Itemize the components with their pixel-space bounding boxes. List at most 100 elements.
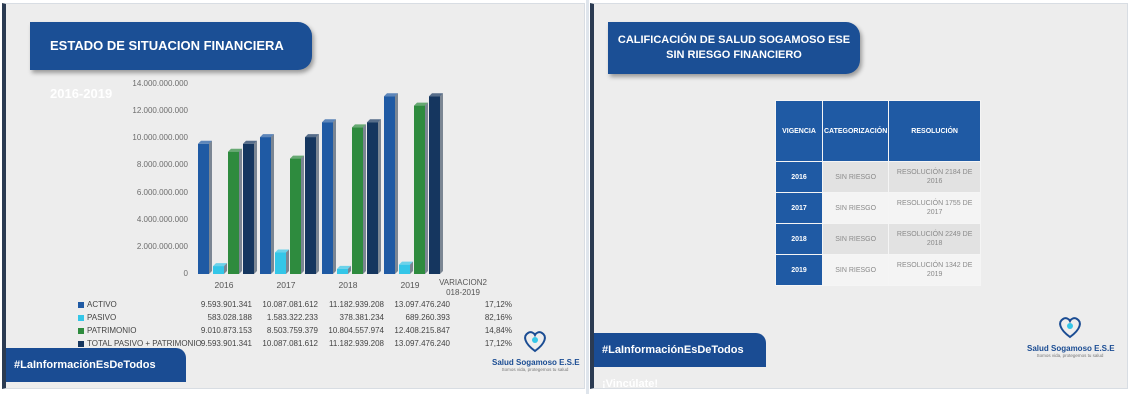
slide-title: ESTADO DE SITUACION FINANCIERA 2016-2019 bbox=[30, 22, 312, 101]
resolution-cell: RESOLUCIÓN 2184 DE 2016 bbox=[888, 161, 981, 193]
heart-logo-icon bbox=[1059, 317, 1081, 339]
bar bbox=[337, 265, 351, 274]
bar-chart bbox=[198, 93, 443, 274]
table-row: 2016 SIN RIESGO RESOLUCIÓN 2184 DE 2016 bbox=[775, 161, 981, 193]
logo-name: Salud Sogamoso E.S.E bbox=[1027, 344, 1115, 353]
value-cell: 10.087.081.612 bbox=[262, 339, 318, 348]
y-tick-label: 14.000.000.000 bbox=[132, 79, 188, 88]
slide-title: CALIFICACIÓN DE SALUD SOGAMOSO ESE SIN R… bbox=[608, 22, 860, 74]
bar-top bbox=[275, 249, 289, 253]
y-tick-label: 8.000.000.000 bbox=[136, 160, 188, 170]
year-cell: 2018 bbox=[775, 223, 823, 255]
bar-top bbox=[213, 263, 227, 267]
value-cell: 9.593.901.341 bbox=[200, 339, 252, 348]
category-cell: SIN RIESGO bbox=[821, 161, 890, 193]
bar bbox=[243, 140, 257, 274]
bar-top bbox=[414, 102, 428, 106]
variation-cell: 82,16% bbox=[484, 313, 512, 322]
legend-label: PASIVO bbox=[87, 313, 117, 322]
bar-side bbox=[348, 265, 351, 274]
bar-pasivo bbox=[213, 266, 224, 274]
bar-activo bbox=[322, 122, 333, 274]
year-cell: 2019 bbox=[775, 254, 823, 286]
bar-total-pasivo-patrimonio bbox=[243, 143, 254, 274]
bar-side bbox=[254, 140, 257, 274]
bar-top bbox=[228, 148, 242, 152]
bar-pasivo bbox=[399, 264, 410, 274]
value-cell: 1.583.322.233 bbox=[266, 313, 318, 322]
table-row: TOTAL PASIVO + PATRIMONIO 9.593.901.341 10… bbox=[78, 339, 518, 351]
value-cell: 13.097.476.240 bbox=[394, 339, 450, 348]
table-row: PATRIMONIO 9.010.873.153 8.503.759.379 10.8… bbox=[78, 326, 518, 338]
bar bbox=[414, 102, 428, 274]
bar-pasivo bbox=[275, 252, 286, 274]
value-cell: 8.503.759.379 bbox=[266, 326, 318, 335]
bar-side bbox=[316, 134, 319, 274]
bar-top bbox=[367, 119, 381, 123]
value-cell: 11.182.939.208 bbox=[328, 300, 384, 309]
x-tick-label: 2017 bbox=[276, 280, 296, 290]
financial-statement-slide: ESTADO DE SITUACION FINANCIERA 2016-2019… bbox=[2, 3, 585, 389]
bar-side bbox=[239, 148, 242, 274]
year-cell: 2017 bbox=[775, 192, 823, 224]
bar-top bbox=[322, 119, 336, 123]
header-vigencia: VIGENCIA bbox=[775, 100, 823, 162]
header-resolucion: RESOLUCIÓN bbox=[888, 100, 981, 162]
variation-cell: 17,12% bbox=[484, 339, 512, 348]
bar-side bbox=[333, 119, 336, 274]
legend-swatch bbox=[78, 302, 84, 308]
bar-side bbox=[209, 140, 212, 274]
y-tick-label: 4.000.000.000 bbox=[136, 214, 188, 224]
legend-swatch bbox=[78, 328, 84, 334]
bar-top bbox=[260, 134, 274, 138]
resolution-cell: RESOLUCIÓN 2249 DE 2018 bbox=[888, 223, 981, 255]
bar-total-pasivo-patrimonio bbox=[305, 137, 316, 274]
x-tick-label: 2016 bbox=[214, 280, 234, 290]
bar-side bbox=[425, 102, 428, 274]
bar-patrimonio bbox=[290, 158, 301, 274]
salud-sogamoso-logo: Salud Sogamoso E.S.E Somos vida, protege… bbox=[492, 329, 580, 372]
bar bbox=[429, 93, 443, 274]
logo-tagline: Somos vida, protegemos tu salud bbox=[501, 367, 569, 372]
bar-side bbox=[224, 263, 227, 274]
bar-activo bbox=[384, 96, 395, 274]
bar-total-pasivo-patrimonio bbox=[367, 122, 378, 274]
resolution-cell: RESOLUCIÓN 1755 DE 2017 bbox=[888, 192, 981, 224]
bar bbox=[198, 140, 212, 274]
bar-side bbox=[363, 124, 366, 274]
table-header-row: VIGENCIA CATEGORIZACIÓN RESOLUCIÓN bbox=[775, 100, 981, 162]
bar bbox=[213, 263, 227, 274]
bar bbox=[367, 119, 381, 274]
bar bbox=[384, 93, 398, 274]
table-row: 2019 SIN RIESGO RESOLUCIÓN 1342 DE 2019 bbox=[775, 254, 981, 286]
bar-top bbox=[399, 261, 413, 265]
bar-side bbox=[301, 155, 304, 274]
logo-tagline: Somos vida, protegemos tu salud bbox=[1036, 353, 1104, 358]
y-tick-label: 0 bbox=[183, 269, 188, 278]
bar-top bbox=[243, 140, 257, 144]
bar bbox=[275, 249, 289, 274]
value-cell: 378.381.234 bbox=[339, 313, 385, 322]
value-cell: 10.804.557.974 bbox=[328, 326, 384, 335]
value-cell: 689.260.393 bbox=[405, 313, 451, 322]
bar-patrimonio bbox=[414, 105, 425, 274]
bar-side bbox=[271, 134, 274, 274]
bar-patrimonio bbox=[228, 151, 239, 274]
bar-side bbox=[395, 93, 398, 274]
hashtag-banner: #LaInformaciónEsDeTodos ¡Vincúlate! bbox=[594, 333, 766, 388]
value-cell: 9.593.901.341 bbox=[200, 300, 252, 309]
value-cell: 583.028.188 bbox=[207, 313, 253, 322]
value-cell: 13.097.476.240 bbox=[394, 300, 450, 309]
logo-name: Salud Sogamoso E.S.E bbox=[492, 358, 580, 367]
bar bbox=[228, 148, 242, 274]
bar-side bbox=[410, 261, 413, 274]
category-cell: SIN RIESGO bbox=[821, 223, 890, 255]
bar-top bbox=[198, 140, 212, 144]
bar-total-pasivo-patrimonio bbox=[429, 96, 440, 274]
value-cell: 9.010.873.153 bbox=[200, 326, 252, 335]
y-tick-label: 2.000.000.000 bbox=[136, 241, 188, 251]
y-tick-label: 6.000.000.000 bbox=[136, 187, 188, 197]
variation-header: VARIACION2 018-2019 bbox=[439, 278, 487, 297]
salud-sogamoso-logo: Salud Sogamoso E.S.E Somos vida, protege… bbox=[1027, 315, 1115, 358]
y-axis: 0 2.000.000.000 4.000.000.000 6.000.000.000… bbox=[106, 4, 188, 294]
